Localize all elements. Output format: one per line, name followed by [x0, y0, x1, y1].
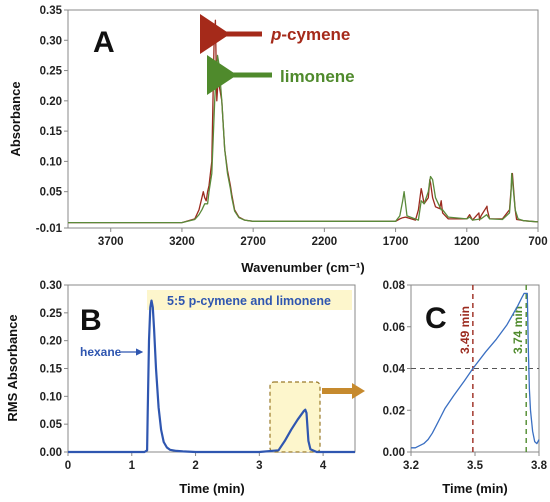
panel-a-ticks: 3700 3200 2700 2200 1700 1200 700 -0.01 0.05 0.10…	[36, 5, 548, 248]
a-y-tick-label: 0.35	[40, 5, 63, 17]
c-x-tick-label: 3.5	[467, 460, 484, 472]
a-y-tick-label: 0.30	[40, 35, 62, 47]
p-cymene-annotation: p-cymene	[270, 25, 350, 44]
hexane-annotation: hexane	[80, 345, 122, 359]
panel-b-x-label: Time (min)	[179, 481, 245, 496]
p-cymene-annotation-rest: -cymene	[281, 25, 350, 44]
a-x-tick-label: 2700	[240, 236, 266, 248]
zoom-arrow-icon	[322, 383, 365, 399]
panel-b-series	[68, 299, 355, 454]
panel-c-ticks: 3.2 3.5 3.8 0.00 0.02 0.04 0.06 0.08	[383, 280, 548, 472]
b-x-tick-label: 3	[256, 460, 262, 472]
b-y-tick-label: 0.25	[40, 308, 63, 320]
panel-a-series	[68, 19, 539, 224]
panel-a-letter: A	[93, 26, 115, 59]
c-y-tick-label: 0.04	[383, 364, 406, 376]
c-x-tick-label: 3.8	[531, 460, 548, 472]
panel-b-ticks: 0 1 2 3 4 0.00 0.05 0.10 0.15 0.20 0.25 0.30	[40, 280, 327, 472]
panel-a: 3700 3200 2700 2200 1700 1200 700 -0.01 0.05 0.10…	[8, 5, 548, 275]
a-x-tick-label: 1700	[383, 236, 409, 248]
p-cymene-line	[68, 19, 539, 224]
b-x-tick-label: 0	[65, 460, 71, 472]
a-x-tick-label: 700	[528, 236, 547, 248]
a-y-tick-label: 0.05	[40, 187, 63, 199]
retention-time-label: 3.49 min	[458, 306, 472, 354]
c-y-tick-label: 0.08	[383, 280, 406, 292]
b-x-tick-label: 4	[320, 460, 327, 472]
b-y-tick-label: 0.10	[40, 391, 62, 403]
a-x-tick-label: 3700	[98, 236, 124, 248]
panel-a-plot-frame	[67, 9, 539, 229]
limonene-annotation: limonene	[280, 67, 355, 86]
c-y-tick-label: 0.00	[383, 447, 405, 459]
c-series-line	[411, 292, 540, 449]
panel-b-legend-box	[147, 290, 352, 310]
panel-c-letter: C	[425, 302, 447, 335]
a-y-tick-label: 0.20	[40, 96, 62, 108]
panel-b-y-label: RMS Absorbance	[5, 314, 20, 421]
a-y-tick-label: 0.10	[40, 156, 62, 168]
b-y-tick-label: 0.00	[40, 447, 62, 459]
panel-c-series	[411, 292, 540, 449]
b-y-tick-label: 0.05	[40, 419, 63, 431]
limonene-line	[68, 54, 539, 224]
b-y-tick-label: 0.30	[40, 280, 62, 292]
zoom-region-box	[269, 381, 321, 453]
a-x-tick-label: 3200	[169, 236, 195, 248]
panel-b-letter: B	[80, 304, 102, 337]
panel-c-x-label: Time (min)	[442, 481, 508, 496]
a-x-tick-label: 2200	[312, 236, 338, 248]
b-y-tick-label: 0.15	[40, 364, 63, 376]
p-cymene-annotation-italic: p	[270, 25, 281, 44]
c-x-tick-label: 3.2	[403, 460, 419, 472]
panel-a-x-label: Wavenumber (cm⁻¹)	[241, 260, 364, 275]
b-series-line	[68, 299, 355, 454]
b-x-tick-label: 1	[129, 460, 136, 472]
panel-c-guides: 3.49 min 3.74 min	[411, 285, 539, 452]
a-y-tick-label: -0.01	[36, 223, 63, 235]
b-y-tick-label: 0.20	[40, 336, 62, 348]
a-y-tick-label: 0.15	[40, 126, 63, 138]
retention-time-label: 3.74 min	[511, 306, 525, 354]
c-y-tick-label: 0.06	[383, 322, 405, 334]
b-x-tick-label: 2	[192, 460, 198, 472]
a-x-tick-label: 1200	[454, 236, 480, 248]
panel-b-legend-text: 5:5 p-cymene and limonene	[167, 294, 331, 308]
panel-b: 0 1 2 3 4 0.00 0.05 0.10 0.15 0.20 0.25 0.30 5:5 p-…	[5, 280, 365, 496]
panel-a-y-label: Absorbance	[8, 81, 23, 156]
panel-c: 3.2 3.5 3.80.000.020.040.060.08 3.49 min 3.…	[383, 280, 548, 496]
c-y-tick-label: 0.02	[383, 405, 405, 417]
a-y-tick-label: 0.25	[40, 66, 63, 78]
